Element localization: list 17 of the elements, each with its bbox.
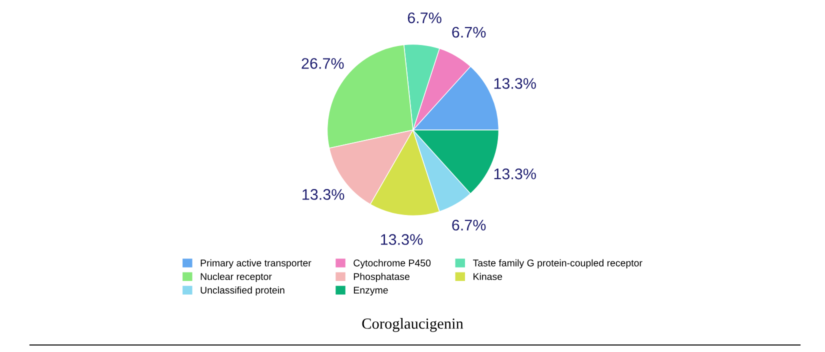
legend-label: Taste family G protein-coupled receptor (472, 259, 642, 268)
data-label: 6.7% (408, 12, 442, 24)
data-label: 6.7% (452, 220, 486, 231)
legend-label: Phosphatase (354, 272, 410, 282)
data-label: 26.7% (302, 58, 344, 69)
legend-label: Enzyme (354, 286, 388, 296)
legend-label: Kinase (474, 272, 502, 280)
data-label: 13.3% (494, 78, 536, 89)
data-label: 6.7% (452, 26, 486, 38)
legend-label: Nuclear receptor (200, 272, 272, 282)
text: Coroglaucigenin (362, 318, 464, 332)
data-label: 13.3% (380, 234, 423, 245)
legend-label: Cytochrome P450 (354, 259, 431, 268)
data-label: 13.3% (494, 168, 536, 180)
legend-label: Primary active transporter (200, 259, 312, 268)
legend-label: Unclassified protein (200, 286, 284, 296)
data-label: 13.3% (302, 189, 344, 200)
